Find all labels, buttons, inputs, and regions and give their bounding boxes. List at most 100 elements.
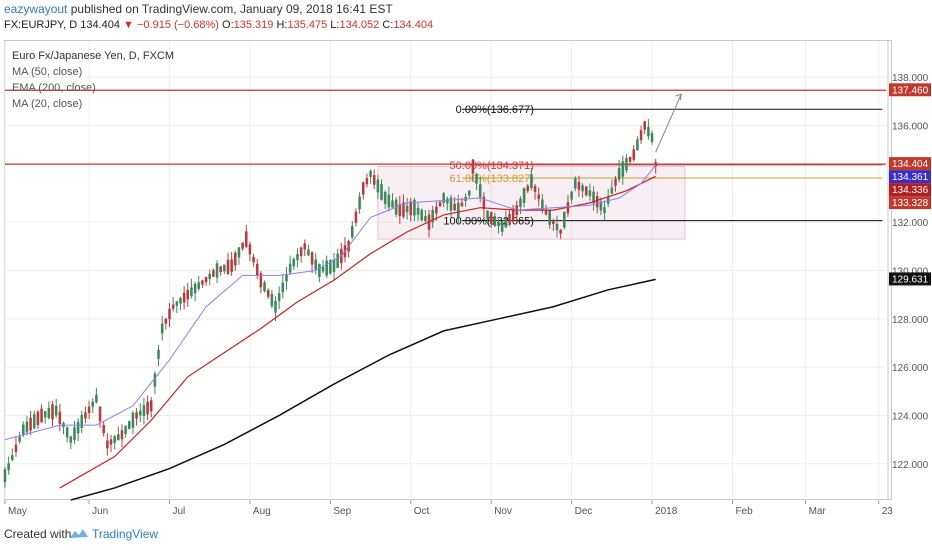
candle-body — [146, 401, 149, 415]
candle-body — [29, 417, 32, 431]
candle-body — [548, 209, 551, 225]
candle-body — [478, 184, 482, 198]
candle-body — [153, 373, 157, 387]
candle-body — [402, 202, 405, 217]
legend-ma50[interactable]: MA (50, close) — [12, 66, 83, 78]
candle-body — [212, 270, 215, 277]
arrow-head-icon — [675, 93, 682, 101]
price-level-label: 137.460 — [892, 85, 929, 96]
candle-body — [314, 259, 318, 270]
candle-body — [84, 412, 87, 419]
candle-body — [190, 287, 193, 296]
candle-body — [299, 247, 303, 256]
y-tick-label: 132.000 — [892, 218, 929, 229]
candle-body — [263, 282, 266, 292]
candle-body — [603, 207, 606, 213]
candle-body — [58, 411, 62, 425]
candle-body — [537, 194, 540, 199]
x-tick-label: 2018 — [655, 506, 678, 517]
candle-body — [500, 222, 504, 232]
candle-body — [73, 427, 76, 440]
candle-body — [21, 424, 25, 436]
candle-body — [310, 252, 314, 265]
candle-body — [361, 182, 365, 195]
candle-body — [581, 185, 584, 192]
candle-body — [223, 264, 226, 272]
candle-body — [383, 191, 387, 205]
candle-body — [237, 247, 241, 258]
candle-body — [354, 211, 358, 223]
candle-body — [201, 280, 204, 285]
low-label: L: — [330, 19, 340, 31]
candle-body — [351, 226, 354, 238]
candle-body — [142, 405, 146, 416]
candle-body — [54, 405, 58, 416]
candle-body — [486, 210, 489, 220]
candle-body — [639, 130, 643, 141]
candle-body — [321, 267, 325, 272]
legend-ema200[interactable]: EMA (200, close) — [12, 82, 96, 94]
candle-body — [610, 187, 614, 194]
candle-body — [175, 301, 179, 306]
candle-body — [281, 282, 285, 293]
candle-body — [179, 297, 182, 304]
candle-body — [493, 216, 497, 226]
price-chart[interactable]: 122.000 124.000 126.000 128.000 130.000 132.0… — [0, 0, 932, 518]
candle-body — [614, 178, 617, 186]
candle-body — [14, 444, 18, 452]
candle-body — [413, 199, 416, 216]
candle-body — [497, 221, 500, 227]
high-value: 135.475 — [287, 19, 328, 31]
candle-body — [47, 407, 51, 419]
close-label: C: — [382, 19, 394, 31]
price-level-label: 129.631 — [892, 274, 929, 285]
ma20-line — [4, 164, 657, 441]
candle-body — [277, 293, 281, 301]
candle-body — [193, 283, 197, 294]
candle-body — [91, 401, 95, 407]
candle-body — [420, 209, 424, 221]
candle-body — [457, 202, 460, 218]
price-level-tag — [889, 183, 931, 197]
fib-level-label: 50.00%(134.371) — [450, 160, 534, 172]
candle-body — [292, 258, 296, 267]
tradingview-logo-icon — [70, 529, 88, 538]
candle-body — [102, 424, 105, 434]
candle-body — [160, 323, 164, 334]
candle-body — [372, 175, 376, 185]
x-tick-label: Mar — [809, 506, 827, 517]
candle-body — [336, 253, 339, 269]
candle-body — [138, 410, 142, 416]
candle-body — [186, 289, 190, 300]
candle-body — [533, 186, 537, 192]
candle-body — [7, 463, 10, 471]
y-tick-label: 122.000 — [892, 460, 929, 471]
candle-body — [18, 436, 21, 442]
candle-body — [380, 184, 383, 200]
legend-ma20[interactable]: MA (20, close) — [12, 98, 83, 110]
y-tick-label: 128.000 — [892, 315, 929, 326]
candle-body — [643, 121, 647, 130]
candle-body — [442, 193, 445, 203]
author-link[interactable]: eazywayout — [4, 2, 68, 16]
chart-legend: Euro Fx/Japanese Yen, D, FXCM MA (50, cl… — [12, 48, 174, 112]
candle-body — [87, 406, 91, 414]
candle-body — [241, 242, 244, 249]
candle-body — [215, 263, 219, 278]
candle-body — [226, 259, 230, 274]
candle-body — [526, 185, 530, 191]
candle-body — [51, 404, 54, 420]
candle-body — [252, 256, 255, 263]
tradingview-link[interactable]: TradingView — [92, 527, 159, 541]
candle-body — [555, 223, 559, 231]
price-level-tag — [889, 196, 931, 210]
candle-body — [128, 421, 131, 429]
candle-body — [577, 182, 581, 190]
candle-body — [446, 198, 449, 204]
candle-body — [617, 168, 621, 180]
high-label: H: — [276, 19, 288, 31]
candle-body — [332, 259, 336, 272]
candle-body — [625, 158, 628, 171]
candle-body — [632, 149, 636, 160]
candle-body — [416, 207, 420, 215]
